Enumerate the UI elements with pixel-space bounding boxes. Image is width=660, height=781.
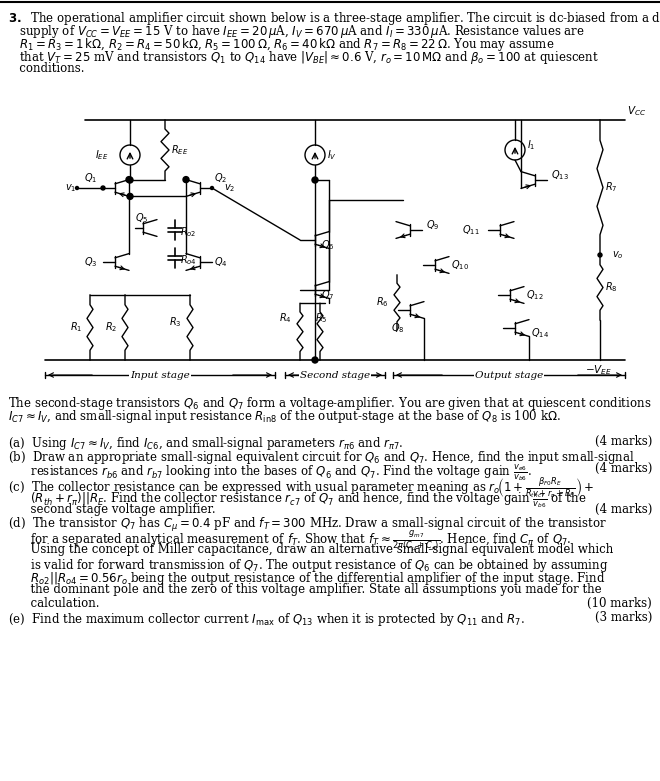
Text: second stage voltage amplifier.: second stage voltage amplifier. (8, 502, 216, 515)
Text: $Q_{11}$: $Q_{11}$ (463, 223, 480, 237)
Text: (10 marks): (10 marks) (587, 597, 652, 610)
Circle shape (75, 187, 79, 190)
Text: $R_7$: $R_7$ (605, 180, 618, 194)
Text: $Q_1$: $Q_1$ (84, 171, 97, 185)
Text: (b)  Draw an appropriate small-signal equivalent circuit for $Q_6$ and $Q_7$. He: (b) Draw an appropriate small-signal equ… (8, 448, 635, 465)
Text: $R_2$: $R_2$ (105, 320, 117, 334)
Text: The second-stage transistors $Q_6$ and $Q_7$ form a voltage-amplifier. You are g: The second-stage transistors $Q_6$ and $… (8, 395, 651, 412)
Text: (4 marks): (4 marks) (595, 462, 652, 475)
Text: that $V_T = 25$ mV and transistors $Q_1$ to $Q_{14}$ have $|V_{BE}| \approx 0.6$: that $V_T = 25$ mV and transistors $Q_1$… (8, 49, 599, 66)
Text: (4 marks): (4 marks) (595, 502, 652, 515)
Text: $I_{EE}$: $I_{EE}$ (94, 148, 108, 162)
Text: Using the concept of Miller capacitance, draw an alternative small-signal equiva: Using the concept of Miller capacitance,… (8, 543, 613, 556)
Circle shape (127, 194, 133, 199)
Text: $(R_{th} + r_\pi)||R_E$. Find the collector resistance $r_{c7}$ of $Q_7$ and hen: $(R_{th} + r_\pi)||R_E$. Find the collec… (8, 489, 586, 510)
Text: $Q_7$: $Q_7$ (321, 288, 335, 302)
Text: $R_{EE}$: $R_{EE}$ (171, 143, 188, 157)
Text: $R_{o2}||R_{o4} = 0.56r_o$ being the output resistance of the differential ampli: $R_{o2}||R_{o4} = 0.56r_o$ being the out… (8, 570, 605, 587)
Circle shape (183, 177, 189, 183)
Text: $Q_{14}$: $Q_{14}$ (531, 326, 549, 340)
Text: $Q_5$: $Q_5$ (135, 211, 148, 225)
Text: $I_1$: $I_1$ (527, 138, 535, 152)
Text: supply of $V_{CC} = V_{EE} = 15$ V to have $I_{EE} = 20\,\mu$A, $I_V = 670\,\mu$: supply of $V_{CC} = V_{EE} = 15$ V to ha… (8, 23, 585, 40)
Text: $\mathbf{3.}$  The operational amplifier circuit shown below is a three-stage am: $\mathbf{3.}$ The operational amplifier … (8, 10, 660, 27)
Circle shape (598, 253, 602, 257)
Text: for a separated analytical measurement of $f_T$. Show that $f_T \approx \frac{g_: for a separated analytical measurement o… (8, 530, 572, 554)
Text: calculation.: calculation. (8, 597, 100, 610)
Text: $Q_6$: $Q_6$ (321, 238, 335, 252)
Text: $I_{C7} \approx I_V$, and small-signal input resistance $R_{\mathrm{in8}}$ of th: $I_{C7} \approx I_V$, and small-signal i… (8, 408, 561, 425)
Text: $I_V$: $I_V$ (327, 148, 337, 162)
Text: $R_8$: $R_8$ (605, 280, 618, 294)
Text: resistances $r_{b6}$ and $r_{b7}$ looking into the bases of $Q_6$ and $Q_7$. Fin: resistances $r_{b6}$ and $r_{b7}$ lookin… (8, 462, 532, 483)
Text: $v_o$: $v_o$ (612, 249, 624, 261)
Text: $Q_8$: $Q_8$ (391, 321, 405, 335)
Text: $R_5$: $R_5$ (315, 312, 327, 326)
Circle shape (211, 187, 213, 190)
Text: $Q_3$: $Q_3$ (84, 255, 97, 269)
Text: $R_3$: $R_3$ (170, 316, 182, 330)
Text: $Q_{10}$: $Q_{10}$ (451, 258, 469, 272)
Text: $v_2$: $v_2$ (224, 182, 236, 194)
Text: (3 marks): (3 marks) (595, 611, 652, 623)
Circle shape (312, 357, 318, 363)
Circle shape (312, 177, 318, 183)
Text: $R_1$: $R_1$ (69, 320, 82, 334)
Text: $Q_2$: $Q_2$ (214, 171, 227, 185)
Text: the dominant pole and the zero of this voltage amplifier. State all assumptions : the dominant pole and the zero of this v… (8, 583, 602, 597)
Text: conditions.: conditions. (8, 62, 84, 75)
Circle shape (127, 177, 133, 183)
Text: $Q_4$: $Q_4$ (214, 255, 228, 269)
Text: Input stage: Input stage (130, 370, 190, 380)
Text: $R_1 = R_3 = 1\,\mathrm{k}\Omega$, $R_2 = R_4 = 50\,\mathrm{k}\Omega$, $R_5 = 10: $R_1 = R_3 = 1\,\mathrm{k}\Omega$, $R_2 … (8, 36, 554, 53)
Text: Second stage: Second stage (300, 370, 370, 380)
Text: Output stage: Output stage (475, 370, 543, 380)
Text: $Q_9$: $Q_9$ (426, 218, 440, 232)
Text: $R_{o4}$: $R_{o4}$ (180, 253, 197, 267)
Text: $V_{CC}$: $V_{CC}$ (627, 104, 646, 118)
Text: (d)  The transistor $Q_7$ has $C_\mu = 0.4$ pF and $f_T = 300$ MHz. Draw a small: (d) The transistor $Q_7$ has $C_\mu = 0.… (8, 516, 607, 534)
Text: $-V_{EE}$: $-V_{EE}$ (585, 363, 612, 376)
Circle shape (101, 186, 105, 190)
Text: $v_1$: $v_1$ (65, 182, 77, 194)
Text: (c)  The collector resistance can be expressed with usual parameter meaning as $: (c) The collector resistance can be expr… (8, 476, 595, 501)
Text: $R_{o2}$: $R_{o2}$ (180, 225, 197, 239)
Circle shape (126, 177, 132, 183)
Text: (a)  Using $I_{C7} \approx I_V$, find $I_{C6}$, and small-signal parameters $r_{: (a) Using $I_{C7} \approx I_V$, find $I_… (8, 435, 403, 452)
Text: $Q_{12}$: $Q_{12}$ (526, 288, 544, 302)
Text: $R_6$: $R_6$ (376, 295, 389, 309)
Text: $Q_{13}$: $Q_{13}$ (551, 168, 569, 182)
Text: (4 marks): (4 marks) (595, 435, 652, 448)
Text: (e)  Find the maximum collector current $I_{\max}$ of $Q_{13}$ when it is protec: (e) Find the maximum collector current $… (8, 611, 525, 627)
Text: is valid for forward transmission of $Q_7$. The output resistance of $Q_6$ can b: is valid for forward transmission of $Q_… (8, 557, 609, 573)
Text: $R_4$: $R_4$ (279, 312, 292, 326)
